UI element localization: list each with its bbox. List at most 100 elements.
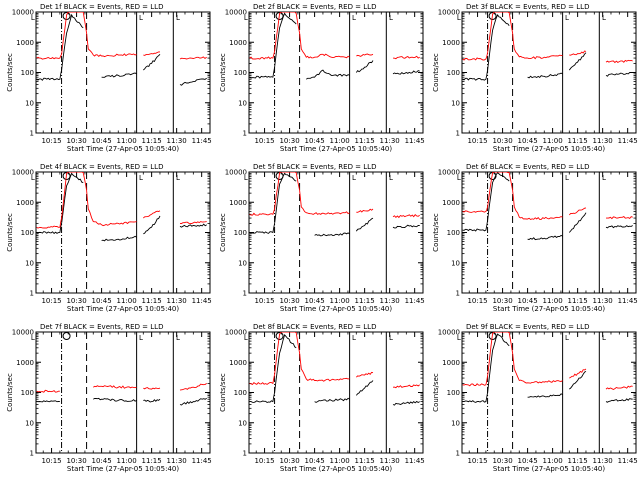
- x-tick-label: 11:30: [593, 137, 613, 145]
- panel-title: Det 1f BLACK = Events, RED = LLD: [40, 3, 163, 11]
- corner-letter: L: [389, 174, 393, 182]
- circle-marker: [488, 12, 497, 20]
- x-tick-label: 10:45: [518, 137, 538, 145]
- y-axis-label: Counts/sec: [219, 53, 227, 92]
- corner-letter: L: [244, 334, 248, 342]
- series-group: [462, 172, 633, 241]
- x-tick-label: 10:15: [254, 137, 274, 145]
- x-axis-label: Start Time (27-Apr-05 10:05:40): [67, 465, 179, 473]
- corner-letter: L: [565, 174, 569, 182]
- x-axis-label: Start Time (27-Apr-05 10:05:40): [280, 145, 392, 153]
- y-tick-label: 1000: [442, 39, 460, 47]
- series-group: [249, 332, 420, 406]
- x-tick-label: 11:15: [355, 297, 375, 305]
- y-tick-label: 1000: [229, 39, 247, 47]
- x-tick-label: 11:30: [167, 297, 187, 305]
- y-tick-label: 10000: [438, 9, 460, 17]
- panel-7: Det 7f BLACK = Events, RED = LLD 1 10 100 10…: [6, 323, 212, 473]
- x-tick-label: 11:45: [192, 137, 212, 145]
- panel-3: Det 3f BLACK = Events, RED = LLD 1 10 100 10…: [432, 3, 638, 153]
- y-tick-label: 100: [447, 389, 460, 397]
- panel-title: Det 9f BLACK = Events, RED = LLD: [466, 323, 589, 331]
- x-tick-label: 10:30: [66, 137, 86, 145]
- y-tick-label: 10000: [225, 9, 247, 17]
- x-tick-label: 11:00: [543, 297, 563, 305]
- y-tick-label: 100: [447, 229, 460, 237]
- y-tick-label: 10: [451, 99, 460, 107]
- plot-frame: [35, 171, 211, 294]
- y-tick-label: 100: [234, 229, 247, 237]
- plot-frame: [248, 171, 424, 294]
- panel-title: Det 6f BLACK = Events, RED = LLD: [466, 163, 589, 171]
- y-axis-label: Counts/sec: [6, 213, 14, 252]
- corner-letter: L: [457, 334, 461, 342]
- corner-letter: L: [565, 334, 569, 342]
- series-group: [249, 12, 420, 80]
- x-tick-label: 11:45: [618, 457, 638, 465]
- x-axis-label: Start Time (27-Apr-05 10:05:40): [280, 465, 392, 473]
- x-tick-label: 11:15: [568, 137, 588, 145]
- y-tick-label: 10: [451, 259, 460, 267]
- lld-series-line: [249, 12, 420, 60]
- x-axis-label: Start Time (27-Apr-05 10:05:40): [67, 145, 179, 153]
- x-tick-label: 10:30: [66, 297, 86, 305]
- lld-series-line: [462, 172, 633, 221]
- plot-frame: [461, 331, 637, 454]
- y-tick-label: 1: [456, 290, 460, 298]
- x-tick-label: 10:45: [305, 297, 325, 305]
- x-tick-label: 11:30: [380, 297, 400, 305]
- corner-letter: L: [602, 174, 606, 182]
- x-tick-label: 11:45: [405, 457, 425, 465]
- lld-series-line: [36, 12, 207, 60]
- x-tick-label: 10:15: [41, 137, 61, 145]
- events-series-line: [462, 172, 633, 241]
- y-tick-label: 10000: [12, 169, 34, 177]
- y-tick-label: 1000: [16, 39, 34, 47]
- circle-marker: [62, 332, 71, 340]
- circle-marker: [488, 332, 497, 340]
- x-tick-label: 10:30: [492, 137, 512, 145]
- x-tick-label: 11:00: [330, 137, 350, 145]
- x-tick-label: 10:45: [518, 457, 538, 465]
- x-tick-label: 10:45: [92, 137, 112, 145]
- x-tick-label: 10:15: [41, 457, 61, 465]
- y-tick-label: 10000: [225, 329, 247, 337]
- series-group: [36, 12, 207, 86]
- circle-marker: [275, 332, 284, 340]
- x-tick-label: 11:45: [405, 137, 425, 145]
- corner-letter: L: [457, 14, 461, 22]
- events-series-line: [36, 397, 207, 406]
- lld-series-line: [249, 332, 420, 389]
- plot-frame: [248, 11, 424, 134]
- x-tick-label: 10:45: [305, 137, 325, 145]
- y-tick-label: 10: [25, 419, 34, 427]
- y-tick-label: 1000: [442, 199, 460, 207]
- plot-frame: [35, 331, 211, 454]
- panel-5: Det 5f BLACK = Events, RED = LLD 1 10 100 10…: [219, 163, 425, 313]
- corner-letter: L: [31, 14, 35, 22]
- y-tick-label: 1: [456, 130, 460, 138]
- y-tick-label: 100: [21, 69, 34, 77]
- panel-6: Det 6f BLACK = Events, RED = LLD 1 10 100 10…: [432, 163, 638, 313]
- x-tick-label: 11:15: [355, 137, 375, 145]
- corner-letter: L: [31, 334, 35, 342]
- circle-marker: [275, 12, 284, 20]
- corner-letter: L: [176, 14, 180, 22]
- y-axis-label: Counts/sec: [219, 373, 227, 412]
- x-tick-label: 10:15: [41, 297, 61, 305]
- panel-title: Det 3f BLACK = Events, RED = LLD: [466, 3, 589, 11]
- series-group: [36, 383, 207, 406]
- x-tick-label: 11:15: [568, 457, 588, 465]
- events-series-line: [36, 13, 207, 86]
- plot-frame: [461, 171, 637, 294]
- y-tick-label: 10000: [12, 9, 34, 17]
- y-tick-label: 10: [238, 99, 247, 107]
- y-tick-label: 100: [234, 389, 247, 397]
- x-tick-label: 10:45: [92, 297, 112, 305]
- y-tick-label: 1: [30, 130, 34, 138]
- plot-frame: [35, 11, 211, 134]
- series-group: [462, 12, 633, 81]
- lld-series-line: [249, 172, 420, 219]
- y-tick-label: 1: [30, 450, 34, 458]
